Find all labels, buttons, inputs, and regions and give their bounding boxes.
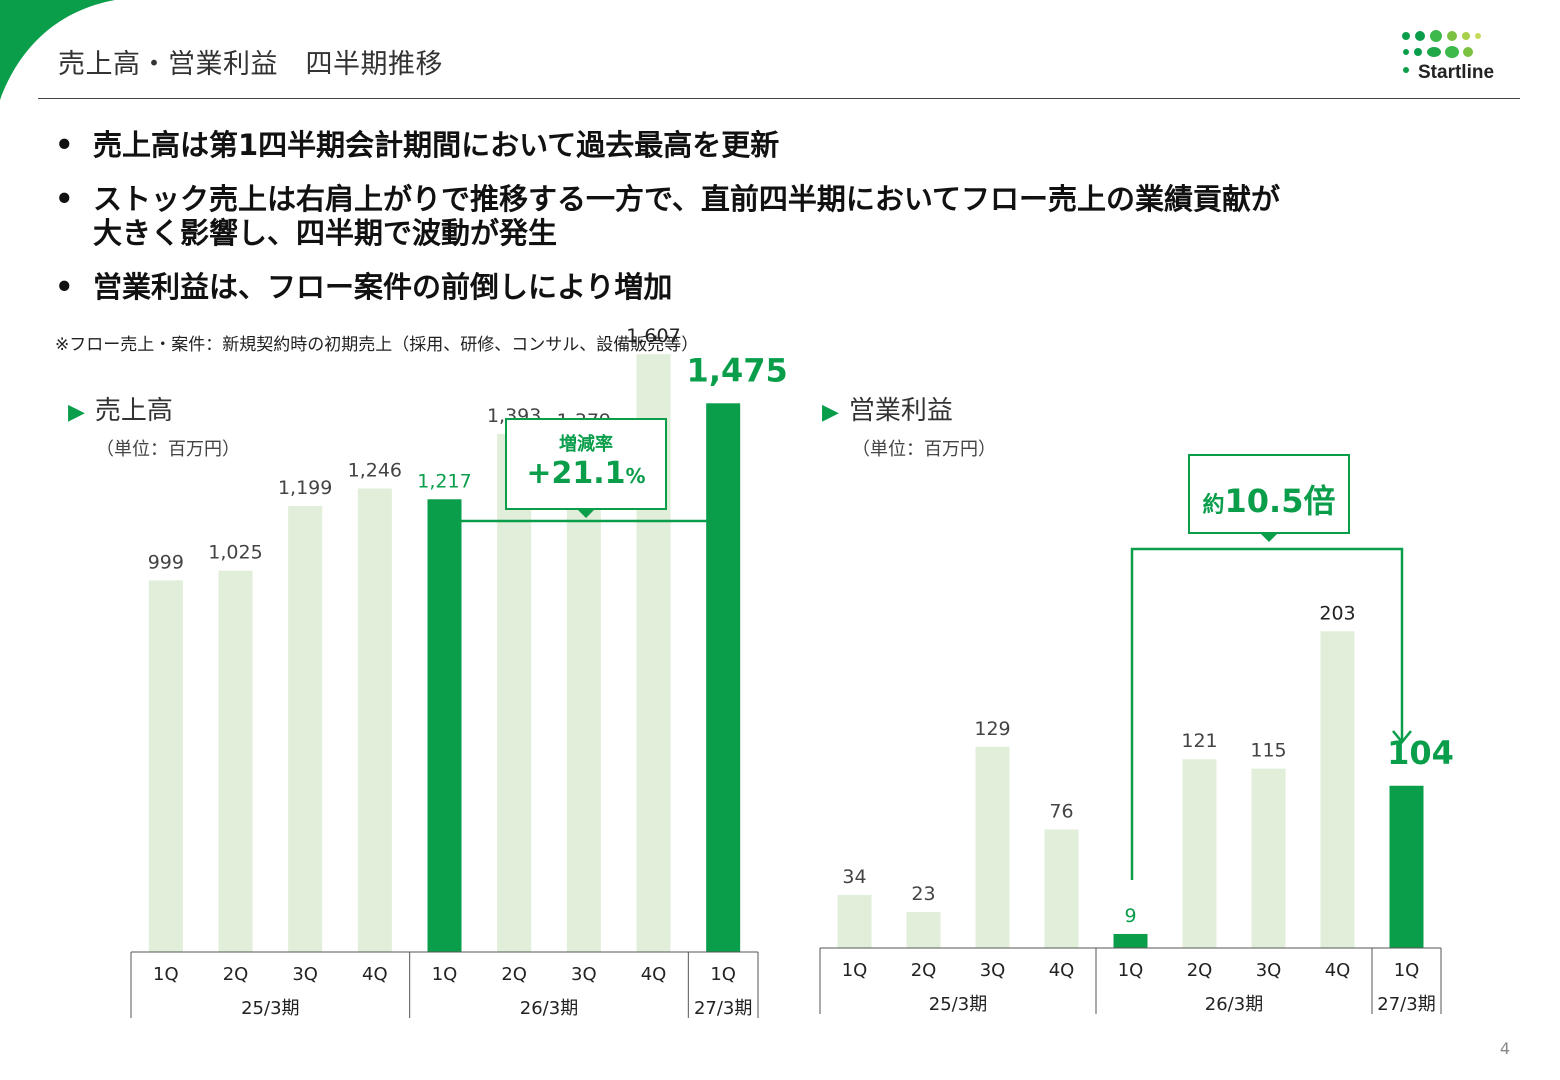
sales-unit-label: （単位：百万円）	[96, 439, 240, 460]
profit-tick-label: 1Q	[1394, 960, 1420, 981]
profit-tick-label: 4Q	[1049, 960, 1075, 981]
profit-value-label: 121	[1181, 730, 1217, 752]
sales-tick-label: 1Q	[153, 964, 179, 985]
profit-multiple-value: 約10.5倍	[1202, 482, 1336, 520]
sales-tick-label: 3Q	[292, 964, 318, 985]
triangle-right-icon: ▶	[68, 400, 85, 425]
profit-tick-label: 3Q	[980, 960, 1006, 981]
callout-pointer	[1260, 533, 1278, 542]
sales-bar	[497, 433, 532, 953]
profit-chart-title: ▶ 営業利益	[822, 396, 953, 426]
profit-value-label: 23	[911, 883, 935, 905]
profit-tick-label: 1Q	[1118, 960, 1144, 981]
sales-value-label: 1,025	[208, 542, 262, 564]
sales-group-label: 26/3期	[520, 998, 578, 1019]
logo-wordmark: Startline	[1418, 62, 1495, 83]
sales-tick-label: 1Q	[432, 964, 458, 985]
sales-bar	[706, 403, 741, 952]
footnote: ※フロー売上・案件：新規契約時の初期売上（採用、研修、コンサル、設備販売等）	[55, 335, 699, 355]
profit-bar	[1251, 768, 1286, 948]
page-number: 4	[1499, 1039, 1510, 1058]
profit-group-label: 26/3期	[1205, 994, 1263, 1015]
sales-tick-label: 1Q	[710, 964, 736, 985]
bullet-marker: •	[55, 270, 74, 304]
sales-tick-label: 2Q	[501, 964, 527, 985]
profit-tick-label: 2Q	[911, 960, 937, 981]
sales-bar	[566, 439, 601, 953]
triangle-right-icon: ▶	[822, 400, 839, 425]
profit-group-label: 27/3期	[1377, 994, 1435, 1015]
bullet-text: ストック売上は右肩上がりで推移する一方で、直前四半期においてフロー売上の業績貢献…	[93, 182, 1280, 250]
bullet-marker: •	[55, 128, 74, 162]
profit-unit-label: （単位：百万円）	[852, 439, 996, 460]
sales-chart-title: ▶ 売上高	[68, 396, 173, 426]
sales-value-label: 1,607	[626, 325, 680, 347]
sales-value-label: 1,199	[278, 477, 332, 499]
profit-value-label: 129	[974, 718, 1010, 740]
sales-bar	[357, 488, 392, 952]
growth-rate-label: 増減率	[559, 434, 613, 455]
bullet-item: • ストック売上は右肩上がりで推移する一方で、直前四半期においてフロー売上の業績…	[55, 182, 1455, 250]
bullet-list: • 売上高は第1四半期会計期間において過去最高を更新 • ストック売上は右肩上が…	[55, 128, 1455, 324]
bullet-item: • 売上高は第1四半期会計期間において過去最高を更新	[55, 128, 1455, 162]
profit-bracket-connector	[1130, 547, 1404, 880]
sales-value-label: 1,217	[417, 470, 471, 492]
sales-bar	[148, 580, 183, 952]
profit-multiple-callout: 約10.5倍	[1188, 454, 1350, 542]
sales-tick-label: 3Q	[571, 964, 597, 985]
sales-group-label: 25/3期	[241, 998, 299, 1019]
sales-tick-label: 2Q	[223, 964, 249, 985]
profit-bar	[1113, 933, 1148, 948]
sales-growth-callout: 増減率 +21.1%	[505, 418, 667, 518]
profit-bar	[1182, 759, 1217, 948]
profit-bar	[1044, 829, 1079, 948]
sales-tick-label: 4Q	[641, 964, 667, 985]
profit-value-label: 76	[1049, 800, 1073, 822]
sales-bar	[218, 570, 253, 952]
profit-value-label: 9	[1124, 905, 1136, 927]
profit-value-label: 203	[1319, 602, 1355, 624]
bullet-text: 営業利益は、フロー案件の前倒しにより増加	[93, 270, 673, 304]
profit-tick-label: 4Q	[1325, 960, 1351, 981]
profit-bar	[975, 746, 1010, 948]
profit-value-label: 104	[1387, 734, 1454, 772]
sales-bracket-connector	[443, 519, 725, 693]
sales-group-label: 27/3期	[694, 998, 752, 1019]
profit-tick-label: 3Q	[1256, 960, 1282, 981]
page-title: 売上高・営業利益 四半期推移	[58, 49, 443, 80]
corner-decoration	[0, 0, 115, 100]
bullet-item: • 営業利益は、フロー案件の前倒しにより増加	[55, 270, 1455, 304]
arrow-down-icon	[1392, 730, 1412, 744]
profit-value-label: 115	[1250, 740, 1286, 762]
sales-tick-label: 4Q	[362, 964, 388, 985]
profit-group-label: 25/3期	[929, 994, 987, 1015]
bullet-text: 売上高は第1四半期会計期間において過去最高を更新	[93, 128, 780, 162]
startline-logo-icon	[1402, 30, 1481, 73]
sales-value-label: 1,246	[348, 459, 402, 481]
arrow-down-icon	[713, 578, 733, 592]
sales-value-label: 1,475	[687, 351, 788, 389]
profit-bar	[837, 894, 872, 948]
callout-pointer	[577, 509, 595, 518]
header-divider	[38, 98, 1520, 99]
sales-bar	[288, 505, 323, 952]
profit-bar	[1389, 785, 1424, 948]
profit-tick-label: 1Q	[842, 960, 868, 981]
profit-bar	[1320, 631, 1355, 948]
sales-value-label: 999	[148, 551, 184, 573]
profit-tick-label: 2Q	[1187, 960, 1213, 981]
bullet-marker: •	[55, 182, 74, 216]
growth-rate-value: +21.1%	[526, 456, 646, 491]
profit-bar	[906, 912, 941, 948]
profit-value-label: 34	[842, 866, 866, 888]
